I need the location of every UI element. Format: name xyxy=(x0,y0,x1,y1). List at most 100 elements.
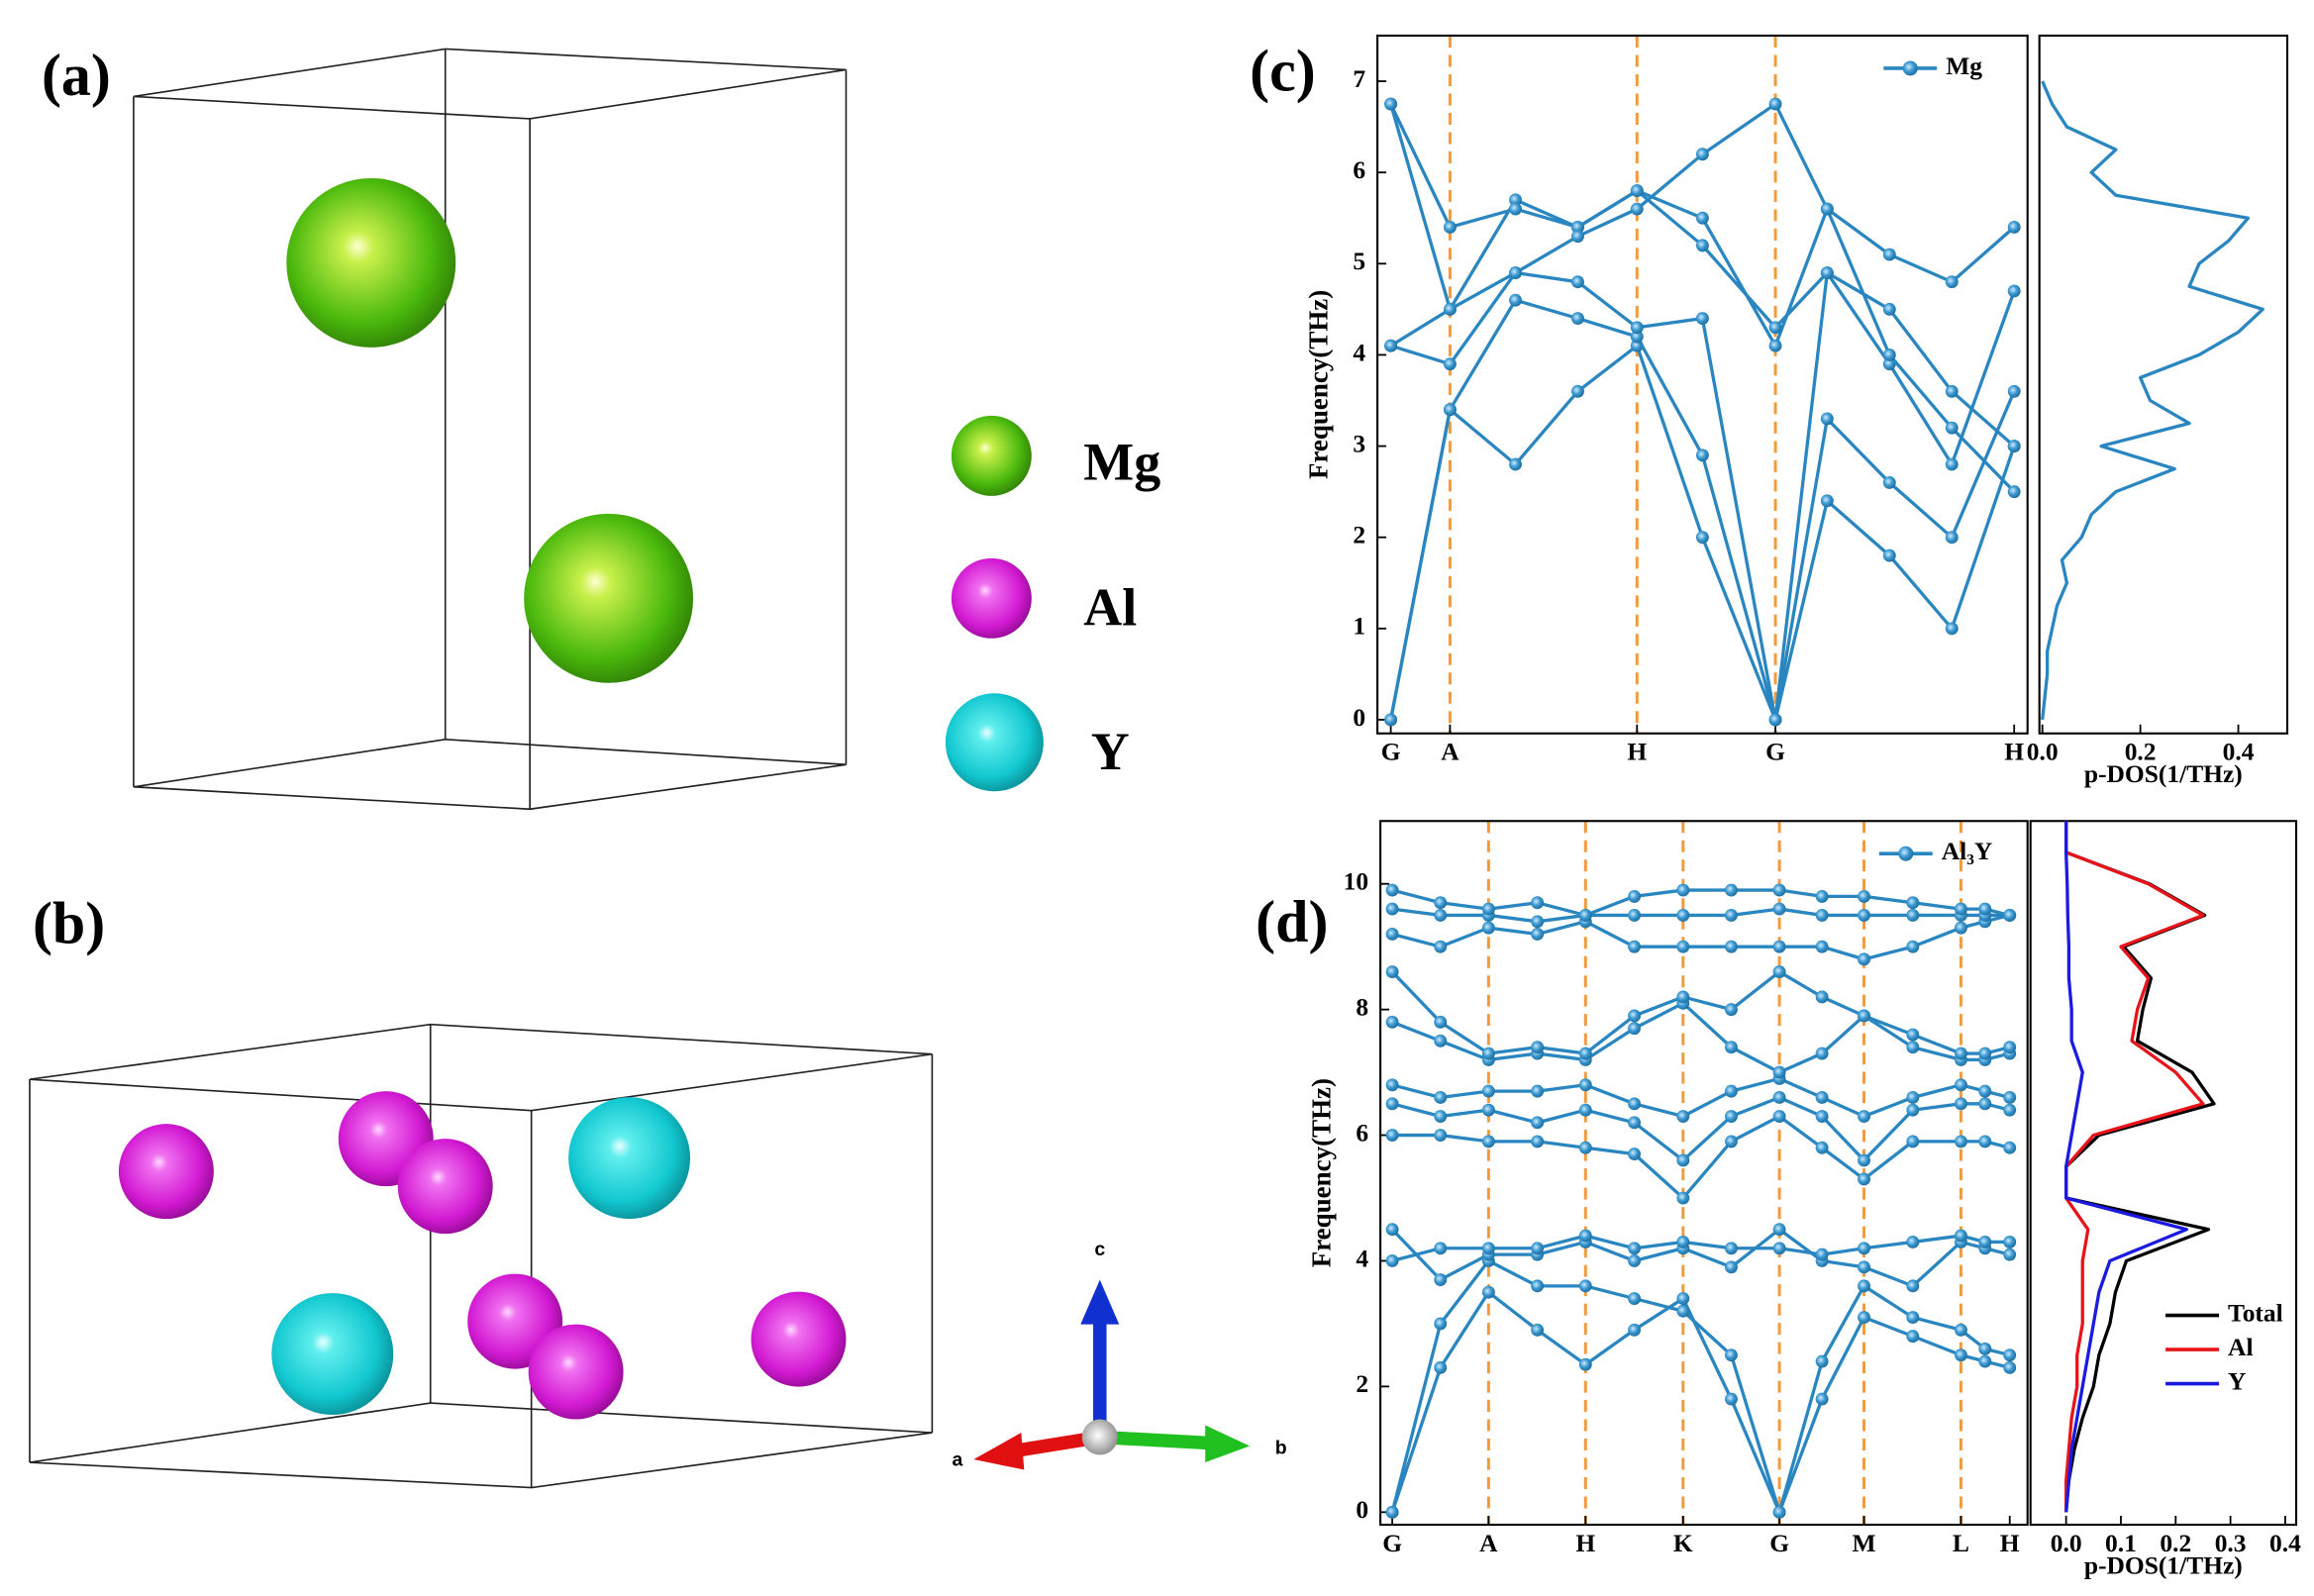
band-point xyxy=(2003,908,2017,922)
x-tick-label: G xyxy=(1382,1529,1402,1557)
band-point xyxy=(1628,908,1641,922)
band-point xyxy=(1945,384,1959,398)
band-point xyxy=(2007,440,2021,453)
band-point xyxy=(1858,1110,1870,1123)
y-tick-label: 5 xyxy=(1353,247,1365,275)
band-point xyxy=(1385,928,1399,941)
band-point xyxy=(1954,1078,1967,1092)
band-point xyxy=(1882,302,1896,316)
band-point xyxy=(1481,1242,1495,1255)
band-point xyxy=(1954,1229,1967,1243)
band-point xyxy=(1578,1229,1592,1243)
band-point xyxy=(1858,889,1870,903)
band-point xyxy=(1481,902,1495,916)
band-point xyxy=(1815,1354,1829,1368)
band-point xyxy=(1882,549,1896,562)
x-tick-label: 0.3 xyxy=(2215,1529,2247,1557)
legend-marker xyxy=(1902,60,1918,76)
x-tick-label: H xyxy=(2000,1529,2020,1557)
band-point xyxy=(1434,940,1448,953)
band-point xyxy=(1945,622,1959,636)
dos-line xyxy=(2041,80,2264,721)
band-point xyxy=(1882,348,1896,361)
x-tick-label: 0.2 xyxy=(2125,738,2157,766)
y-tick-label: 8 xyxy=(1356,992,1368,1021)
band-point xyxy=(1954,1097,1967,1111)
band-point xyxy=(1443,221,1457,234)
legend-label: Al₃Y xyxy=(1942,837,1992,865)
band-point xyxy=(1978,1047,1992,1060)
x-tick-label: 0.4 xyxy=(2223,738,2255,766)
y-tick-label: 7 xyxy=(1353,64,1365,93)
band-point xyxy=(1509,266,1522,279)
unit-cell-a xyxy=(133,48,848,811)
band-point xyxy=(1768,713,1782,727)
legend-atom xyxy=(951,557,1032,639)
band-point xyxy=(1772,1110,1786,1123)
band-point xyxy=(2003,1247,2017,1261)
y-tick-label: 6 xyxy=(1353,155,1365,184)
band-point xyxy=(1815,1047,1829,1060)
mg-atom xyxy=(286,177,456,348)
panel-label: (b) xyxy=(33,890,105,955)
atom-label: Y xyxy=(1091,722,1130,781)
band-point xyxy=(1676,1292,1690,1306)
al-atom xyxy=(751,1291,847,1387)
panel-label: (c) xyxy=(1250,39,1316,104)
band-point xyxy=(1481,1135,1495,1148)
band-point xyxy=(1481,1103,1495,1117)
legend-marker xyxy=(1898,846,1914,861)
al-atom xyxy=(528,1324,624,1420)
legend-label: Y xyxy=(2228,1366,2246,1395)
band-point xyxy=(1531,915,1545,929)
mg-atom xyxy=(524,513,694,683)
band-point xyxy=(2007,485,2021,499)
x-tick-label: 0.0 xyxy=(2027,738,2059,766)
band-point xyxy=(1531,1084,1545,1098)
band-point xyxy=(1725,1260,1738,1274)
band-point xyxy=(1945,531,1959,545)
band-point xyxy=(1578,1279,1592,1293)
band-point xyxy=(2003,1235,2017,1248)
plot-frame xyxy=(1376,34,2029,735)
band-point xyxy=(1578,908,1592,922)
y-atom xyxy=(271,1293,394,1416)
band-point xyxy=(1906,1028,1920,1042)
y-tick-label: 6 xyxy=(1356,1118,1368,1147)
x-tick-label: 0.0 xyxy=(2051,1529,2082,1557)
band-point xyxy=(1725,1041,1738,1054)
band-point xyxy=(1725,1392,1738,1406)
band-point xyxy=(1858,1242,1870,1255)
band-point xyxy=(1628,1097,1641,1111)
band-point xyxy=(1882,248,1896,261)
band-point xyxy=(1481,1084,1495,1098)
plot-frame xyxy=(2038,34,2289,735)
band-point xyxy=(1531,1116,1545,1130)
x-axis-label: p-DOS(1/THz) xyxy=(2084,1550,2243,1579)
legend-atom xyxy=(945,693,1044,792)
band-point xyxy=(1384,97,1398,111)
band-point xyxy=(1858,1172,1870,1186)
band-point xyxy=(1628,1292,1641,1306)
band-point xyxy=(1858,1279,1870,1293)
band-point xyxy=(1906,908,1920,922)
band-point xyxy=(1630,330,1644,344)
band-point xyxy=(1945,421,1959,435)
band-point xyxy=(1434,1317,1448,1331)
y-tick-label: 2 xyxy=(1356,1369,1368,1398)
band-point xyxy=(1578,1078,1592,1092)
band-point xyxy=(1772,1223,1786,1237)
band-point xyxy=(1725,908,1738,922)
band-point xyxy=(1772,883,1786,897)
band-point xyxy=(1978,1235,1992,1248)
band-point xyxy=(1384,713,1398,727)
band-point xyxy=(2003,1141,2017,1154)
band-point xyxy=(1434,1015,1448,1029)
band-point xyxy=(1434,908,1448,922)
band-point xyxy=(1509,193,1522,207)
x-tick-label: A xyxy=(1479,1529,1498,1557)
band-point xyxy=(1385,1015,1399,1029)
x-tick-label: G xyxy=(1765,738,1785,766)
band-point xyxy=(1882,475,1896,489)
band-point xyxy=(1978,1084,1992,1098)
